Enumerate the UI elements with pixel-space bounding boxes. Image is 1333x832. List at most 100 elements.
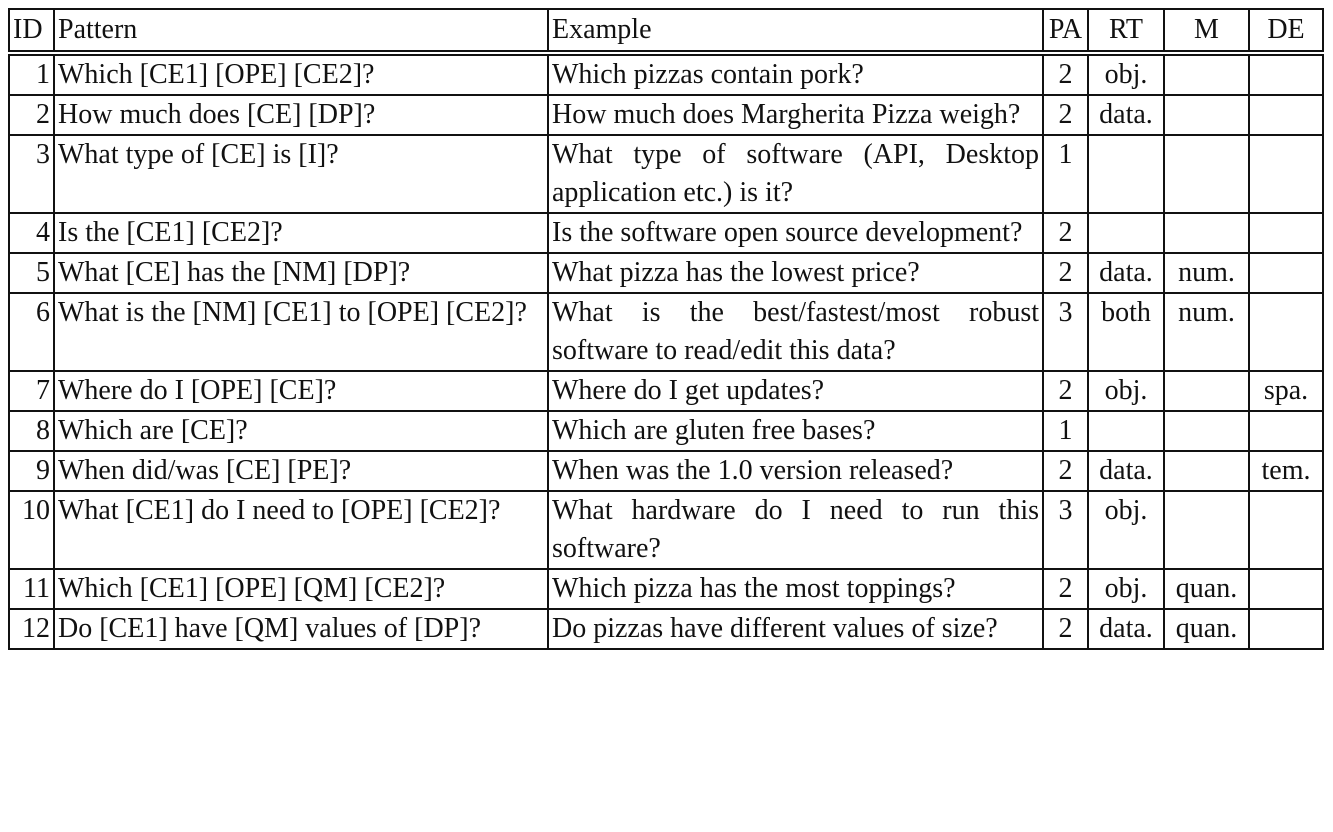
cell-id: 5 (8, 253, 55, 294)
cell-rt: data. (1087, 95, 1165, 136)
cell-pattern: What [CE] has the [NM] [DP]? (53, 253, 549, 294)
cell-de (1248, 491, 1324, 570)
cell-pa: 2 (1042, 569, 1089, 610)
cell-pattern: Which [CE1] [OPE] [QM] [CE2]? (53, 569, 549, 610)
cell-de (1248, 95, 1324, 136)
cell-pattern: What type of [CE] is [I]? (53, 135, 549, 214)
cell-rt (1087, 213, 1165, 254)
header-de: DE (1248, 8, 1324, 54)
cell-pa: 2 (1042, 253, 1089, 294)
cell-id: 4 (8, 213, 55, 254)
cell-pa: 3 (1042, 491, 1089, 570)
cell-m (1163, 135, 1250, 214)
cell-id: 10 (8, 491, 55, 570)
cell-id: 6 (8, 293, 55, 372)
cell-example: Where do I get updates? (547, 371, 1044, 412)
cell-rt: data. (1087, 451, 1165, 492)
table-row: 10 What [CE1] do I need to [OPE] [CE2]? Wh… (8, 491, 1324, 570)
cell-pa: 2 (1042, 95, 1089, 136)
table-row: 7 Where do I [OPE] [CE]? Where do I get up… (8, 371, 1324, 412)
table-row: 4 Is the [CE1] [CE2]? Is the software open… (8, 213, 1324, 254)
cell-m (1163, 451, 1250, 492)
cell-rt: obj. (1087, 50, 1165, 96)
cell-de (1248, 609, 1324, 650)
table-body: 1 Which [CE1] [OPE] [CE2]? Which pizzas co… (8, 50, 1324, 650)
cell-id: 7 (8, 371, 55, 412)
cell-pattern: Is the [CE1] [CE2]? (53, 213, 549, 254)
table-row: 9 When did/was [CE] [PE]? When was the 1.0… (8, 451, 1324, 492)
table-row: 8 Which are [CE]? Which are gluten free ba… (8, 411, 1324, 452)
cell-m (1163, 50, 1250, 96)
cell-m (1163, 213, 1250, 254)
cell-m: num. (1163, 293, 1250, 372)
cell-example: Which pizzas contain pork? (547, 50, 1044, 96)
header-pa: PA (1042, 8, 1089, 54)
cell-de: spa. (1248, 371, 1324, 412)
table-row: 3 What type of [CE] is [I]? What type of s… (8, 135, 1324, 214)
cell-rt: data. (1087, 609, 1165, 650)
cell-rt (1087, 135, 1165, 214)
cell-example: Which pizza has the most toppings? (547, 569, 1044, 610)
table-row: 5 What [CE] has the [NM] [DP]? What pizza … (8, 253, 1324, 294)
cell-pattern: What [CE1] do I need to [OPE] [CE2]? (53, 491, 549, 570)
cell-pattern: What is the [NM] [CE1] to [OPE] [CE2]? (53, 293, 549, 372)
header-rt: RT (1087, 8, 1165, 54)
cell-pa: 1 (1042, 135, 1089, 214)
cell-pattern: Which are [CE]? (53, 411, 549, 452)
cell-example: Is the software open source devel­opment… (547, 213, 1044, 254)
cell-rt: data. (1087, 253, 1165, 294)
cell-pa: 2 (1042, 50, 1089, 96)
cell-pattern: Where do I [OPE] [CE]? (53, 371, 549, 412)
cell-id: 12 (8, 609, 55, 650)
cell-de: tem. (1248, 451, 1324, 492)
cell-rt: obj. (1087, 491, 1165, 570)
cell-id: 2 (8, 95, 55, 136)
cell-m: quan. (1163, 609, 1250, 650)
cell-de (1248, 411, 1324, 452)
table-row: 1 Which [CE1] [OPE] [CE2]? Which pizzas co… (8, 50, 1324, 96)
header-m: M (1163, 8, 1250, 54)
cell-example: Do pizzas have different values of size? (547, 609, 1044, 650)
cell-example: How much does Margherita Pizza weigh? (547, 95, 1044, 136)
cell-pa: 2 (1042, 213, 1089, 254)
cell-m (1163, 491, 1250, 570)
cell-de (1248, 569, 1324, 610)
header-id: ID (8, 8, 55, 54)
cell-id: 1 (8, 50, 55, 96)
cell-example: What is the best/fastest/most robust sof… (547, 293, 1044, 372)
cell-rt (1087, 411, 1165, 452)
cell-pattern: Which [CE1] [OPE] [CE2]? (53, 50, 549, 96)
cell-pattern: How much does [CE] [DP]? (53, 95, 549, 136)
cell-pattern: When did/was [CE] [PE]? (53, 451, 549, 492)
table-row: 2 How much does [CE] [DP]? How much does M… (8, 95, 1324, 136)
cell-example: What pizza has the lowest price? (547, 253, 1044, 294)
cell-m: num. (1163, 253, 1250, 294)
cell-example: What hardware do I need to run this soft… (547, 491, 1044, 570)
cell-de (1248, 50, 1324, 96)
table-row: 12 Do [CE1] have [QM] values of [DP]? Do p… (8, 609, 1324, 650)
cell-pa: 3 (1042, 293, 1089, 372)
cell-de (1248, 293, 1324, 372)
cell-m (1163, 95, 1250, 136)
cell-m (1163, 411, 1250, 452)
cell-id: 8 (8, 411, 55, 452)
cell-example: Which are gluten free bases? (547, 411, 1044, 452)
cell-pa: 2 (1042, 451, 1089, 492)
cell-pa: 2 (1042, 609, 1089, 650)
cell-pattern: Do [CE1] have [QM] values of [DP]? (53, 609, 549, 650)
table-row: 11 Which [CE1] [OPE] [QM] [CE2]? Which piz… (8, 569, 1324, 610)
cell-pa: 2 (1042, 371, 1089, 412)
cell-pa: 1 (1042, 411, 1089, 452)
cell-m (1163, 371, 1250, 412)
cell-rt: obj. (1087, 371, 1165, 412)
cell-example: When was the 1.0 version released? (547, 451, 1044, 492)
cell-rt: obj. (1087, 569, 1165, 610)
table-container: ID Pattern Example PA RT M DE 1 Which [CE… (8, 8, 1324, 650)
header-example: Example (547, 8, 1044, 54)
cell-id: 11 (8, 569, 55, 610)
header-row: ID Pattern Example PA RT M DE (8, 8, 1324, 54)
cell-de (1248, 253, 1324, 294)
cell-rt: both (1087, 293, 1165, 372)
cell-example: What type of software (API, Desk­top app… (547, 135, 1044, 214)
competency-question-pattern-table: ID Pattern Example PA RT M DE 1 Which [CE… (8, 8, 1324, 650)
